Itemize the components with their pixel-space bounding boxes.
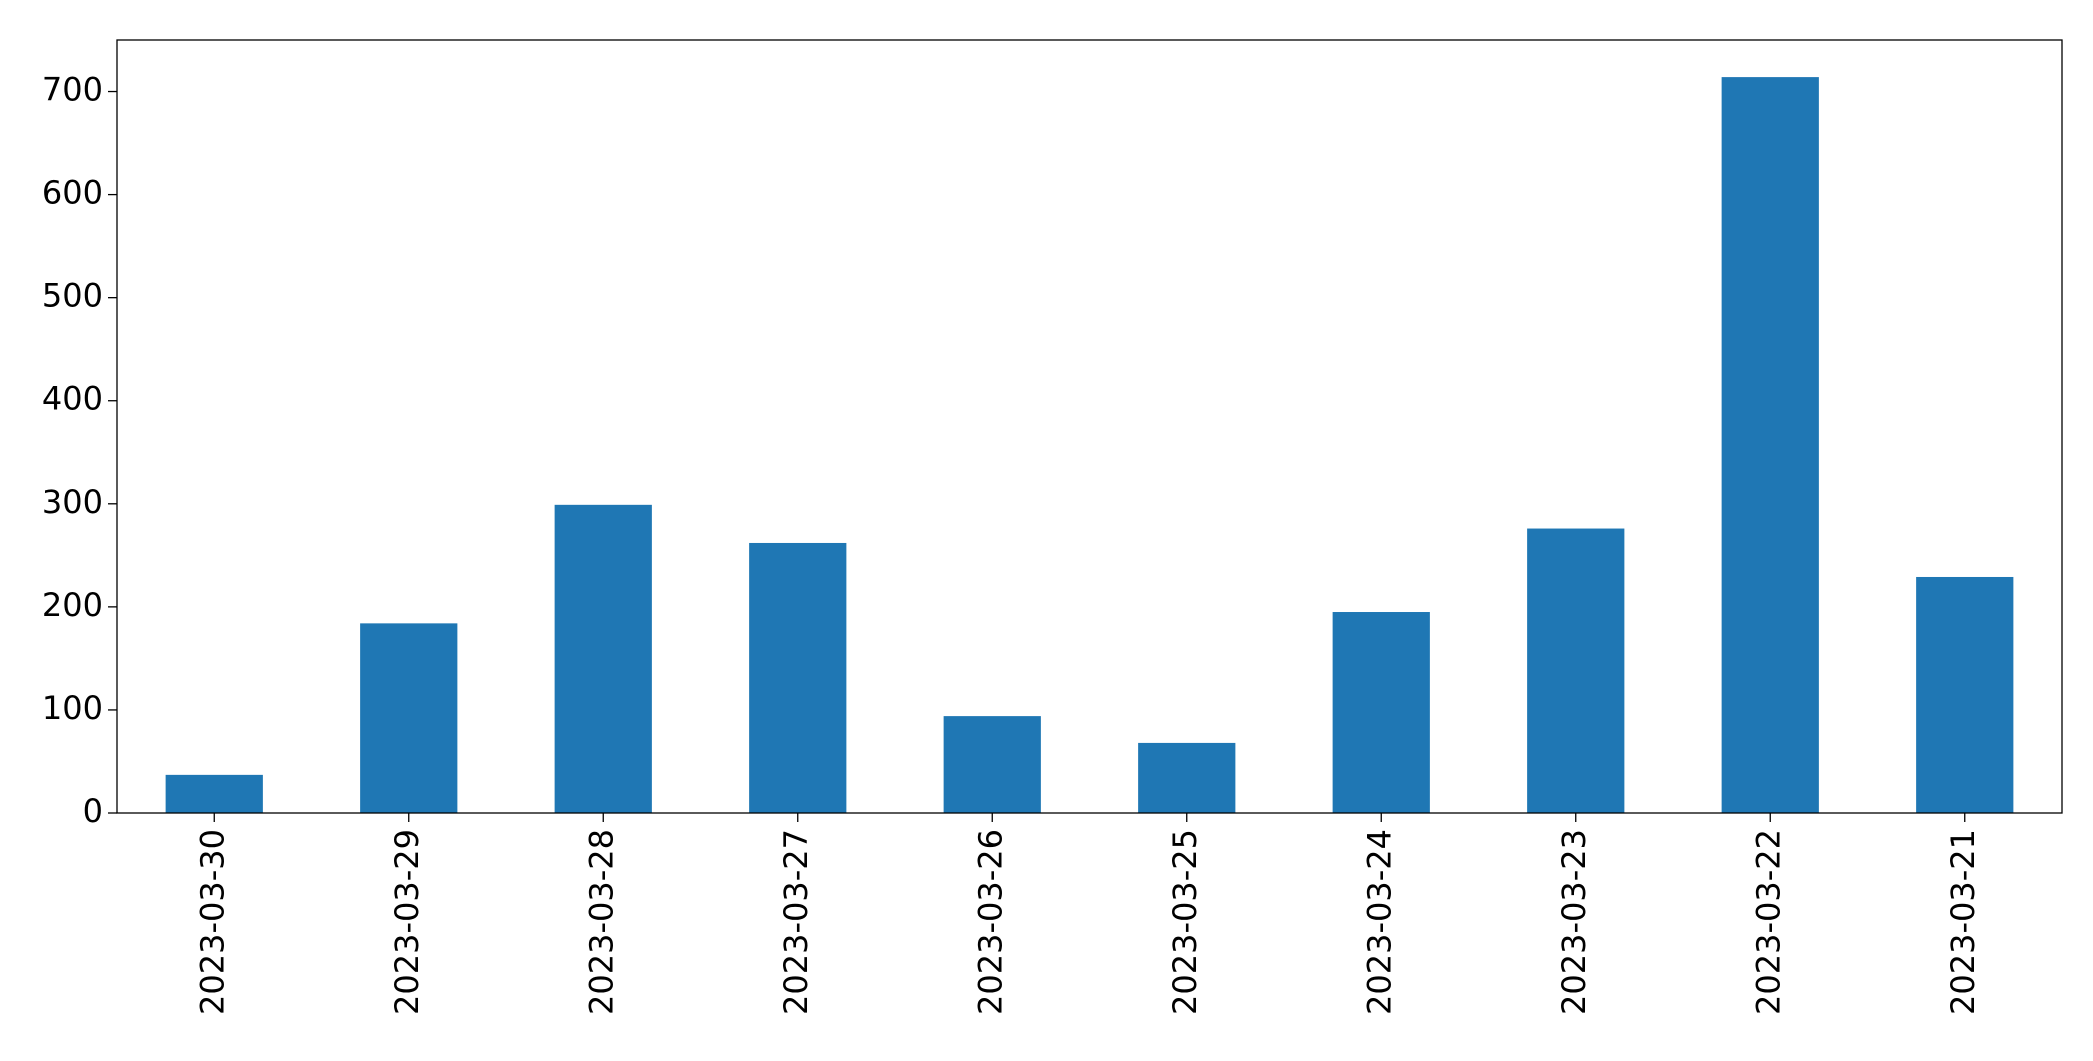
y-tick-label: 600 bbox=[42, 174, 103, 212]
x-tick-label: 2023-03-26 bbox=[971, 829, 1009, 1015]
x-tick-label: 2023-03-25 bbox=[1166, 829, 1204, 1015]
y-tick-label: 400 bbox=[42, 380, 103, 418]
bar bbox=[360, 623, 458, 813]
y-tick-label: 100 bbox=[42, 689, 103, 727]
bar bbox=[749, 542, 847, 813]
bar bbox=[1527, 528, 1625, 813]
x-tick-label: 2023-03-30 bbox=[193, 829, 231, 1015]
x-tick-label: 2023-03-28 bbox=[582, 829, 620, 1015]
bar bbox=[165, 774, 263, 813]
x-tick-label: 2023-03-23 bbox=[1555, 829, 1593, 1015]
x-tick-label: 2023-03-27 bbox=[777, 829, 815, 1015]
bar bbox=[1721, 77, 1819, 813]
bar bbox=[554, 504, 652, 813]
bar bbox=[1916, 576, 2014, 813]
plot-frame bbox=[116, 39, 2063, 814]
bar bbox=[943, 716, 1041, 813]
bar bbox=[1332, 612, 1430, 813]
y-tick-label: 200 bbox=[42, 586, 103, 624]
y-tick-label: 500 bbox=[42, 277, 103, 315]
x-tick-label: 2023-03-22 bbox=[1749, 829, 1787, 1015]
y-tick-label: 300 bbox=[42, 483, 103, 521]
y-tick-label: 0 bbox=[83, 792, 103, 830]
x-tick-label: 2023-03-29 bbox=[388, 829, 426, 1015]
x-tick-label: 2023-03-21 bbox=[1944, 829, 1982, 1015]
y-tick-label: 700 bbox=[42, 71, 103, 109]
x-tick-label: 2023-03-24 bbox=[1360, 829, 1398, 1015]
bar bbox=[1138, 742, 1236, 813]
